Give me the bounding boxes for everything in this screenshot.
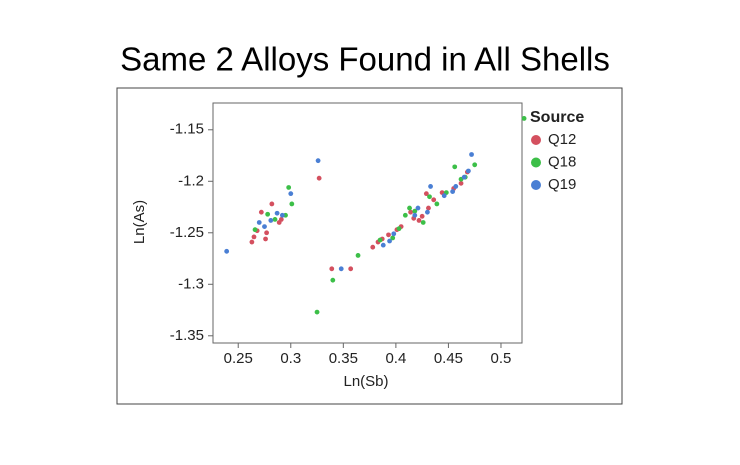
legend-marker <box>531 135 541 145</box>
point <box>521 116 527 121</box>
point <box>338 266 344 272</box>
y-tick-label: -1.15 <box>170 121 204 138</box>
point <box>412 208 418 214</box>
point <box>348 266 354 272</box>
point <box>262 224 267 230</box>
point <box>408 209 413 215</box>
chart-title: Same 2 Alloys Found in All Shells <box>120 41 610 78</box>
x-tick-label: 0.25 <box>224 350 253 367</box>
point <box>329 266 335 272</box>
point <box>416 218 422 223</box>
point <box>316 175 322 181</box>
point <box>386 232 391 238</box>
point <box>461 174 467 180</box>
point <box>431 197 437 203</box>
legend-title: Source <box>530 109 584 126</box>
point <box>249 239 255 245</box>
point <box>263 236 268 242</box>
point <box>264 230 270 236</box>
point <box>458 180 464 186</box>
point <box>224 248 230 254</box>
y-tick-label: -1.25 <box>170 224 204 241</box>
point <box>396 226 402 232</box>
point <box>452 164 458 170</box>
point <box>251 234 257 240</box>
point <box>370 244 376 250</box>
x-tick-label: 0.3 <box>280 350 301 367</box>
point <box>453 184 459 189</box>
point <box>315 158 321 164</box>
point <box>390 235 396 241</box>
point <box>387 238 392 244</box>
point <box>427 194 432 200</box>
point <box>269 201 275 207</box>
frame <box>116 87 623 405</box>
y-tick-label: -1.35 <box>170 327 204 344</box>
point <box>426 205 431 211</box>
legend-marker <box>531 180 541 190</box>
x-tick-label: 0.45 <box>434 350 463 367</box>
point <box>272 216 278 222</box>
point <box>441 193 447 199</box>
point <box>402 212 408 218</box>
point <box>407 205 412 211</box>
y-tick-label: -1.2 <box>178 172 204 189</box>
point <box>256 220 262 225</box>
point <box>425 209 430 215</box>
point <box>415 205 421 211</box>
point <box>420 220 426 225</box>
point <box>278 216 284 222</box>
point <box>258 209 264 215</box>
point <box>286 185 292 190</box>
point <box>314 309 320 315</box>
point <box>391 231 397 237</box>
point <box>279 212 285 218</box>
point <box>428 184 433 189</box>
y-tick-label: -1.3 <box>178 275 204 292</box>
point <box>288 191 294 197</box>
x-tick-label: 0.35 <box>329 350 358 367</box>
point <box>355 253 361 258</box>
point <box>377 237 383 243</box>
y-axis-label: Ln(As) <box>131 200 148 244</box>
point <box>380 242 386 248</box>
point <box>330 277 336 283</box>
x-tick-label: 0.5 <box>491 350 512 367</box>
point <box>289 201 295 207</box>
point <box>465 168 471 174</box>
x-tick-label: 0.4 <box>385 350 406 367</box>
point <box>419 213 425 219</box>
point <box>423 191 429 197</box>
plot-area <box>212 102 523 344</box>
legend-label: Q12 <box>548 131 576 148</box>
x-axis-label: Ln(Sb) <box>343 373 388 390</box>
point <box>469 152 474 157</box>
legend-label: Q19 <box>548 176 576 193</box>
point <box>268 218 274 223</box>
point <box>450 189 456 194</box>
point <box>274 210 280 216</box>
point <box>434 201 440 207</box>
point <box>412 212 418 218</box>
point <box>265 211 271 217</box>
legend-marker <box>531 157 541 168</box>
point <box>252 227 258 233</box>
legend-label: Q18 <box>548 153 576 170</box>
point <box>472 162 478 168</box>
